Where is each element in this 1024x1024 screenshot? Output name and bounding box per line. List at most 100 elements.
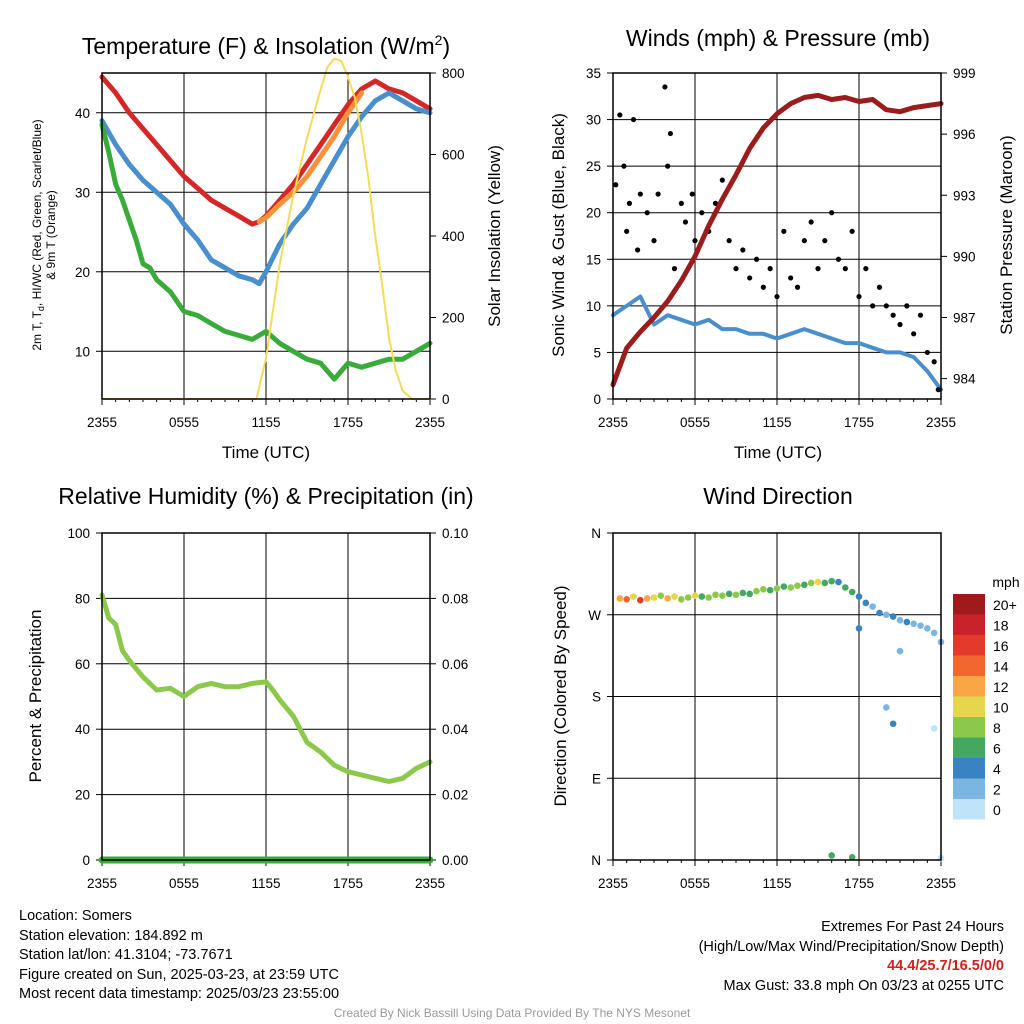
gust-point bbox=[682, 219, 689, 225]
extremes-header: Extremes For Past 24 Hours bbox=[821, 919, 1004, 935]
y-tick-label: 30 bbox=[586, 113, 601, 128]
colorbar-label: 4 bbox=[993, 761, 1001, 777]
x-tick-label: 2355 bbox=[87, 876, 117, 891]
gust-point bbox=[788, 275, 794, 281]
direction-point bbox=[883, 611, 890, 619]
direction-point bbox=[746, 590, 753, 598]
direction-point bbox=[842, 584, 849, 591]
x-tick-label: 2355 bbox=[415, 876, 445, 891]
direction-point bbox=[739, 589, 747, 597]
colorbar-label: 2 bbox=[993, 782, 1001, 798]
station-elevation: Station elevation: 184.892 m bbox=[19, 927, 203, 944]
direction-point bbox=[725, 590, 733, 598]
gust-point bbox=[897, 321, 903, 328]
direction-point bbox=[896, 647, 904, 655]
gust-point bbox=[801, 238, 807, 244]
humidity-panel-title: Relative Humidity (%) & Precipitation (i… bbox=[58, 483, 473, 509]
gust-point bbox=[613, 182, 619, 188]
direction-point bbox=[705, 594, 712, 601]
colorbar-swatch bbox=[953, 655, 985, 676]
y2-tick-label: 984 bbox=[953, 372, 976, 387]
gust-point bbox=[630, 116, 637, 123]
direction-point bbox=[643, 595, 651, 602]
gust-point bbox=[621, 163, 627, 169]
insolation-y-axis-label: Solar Insolation (Yellow) bbox=[485, 145, 504, 327]
direction-panel: Wind Direction Direction (Colored By Spe… bbox=[551, 483, 1020, 820]
colorbar-title: mph bbox=[992, 574, 1019, 590]
direction-point bbox=[821, 579, 829, 587]
gust-point bbox=[863, 266, 869, 272]
gust-point bbox=[719, 177, 725, 183]
y-tick-label: 20 bbox=[75, 788, 90, 803]
direction-point bbox=[787, 584, 794, 591]
direction-point bbox=[924, 625, 931, 632]
gust-point bbox=[876, 284, 883, 290]
gust-point bbox=[808, 219, 814, 225]
direction-point bbox=[664, 595, 671, 602]
y2-tick-label: 400 bbox=[442, 229, 465, 244]
gust-point bbox=[815, 266, 821, 272]
direction-point bbox=[753, 587, 760, 595]
y2-tick-label: 0.10 bbox=[442, 526, 468, 541]
y2-tick-label: 987 bbox=[953, 311, 976, 326]
gust-point bbox=[733, 266, 739, 272]
gust-point bbox=[726, 238, 732, 244]
temperature-x-axis-label: Time (UTC) bbox=[222, 443, 310, 462]
y-tick-label: 25 bbox=[586, 159, 601, 174]
gust-point bbox=[637, 191, 643, 197]
gust-point bbox=[935, 387, 941, 393]
extremes-info: Extremes For Past 24 Hours (High/Low/Max… bbox=[699, 918, 1004, 996]
y-tick-label: 20 bbox=[75, 265, 90, 280]
colorbar-swatch bbox=[953, 717, 985, 738]
x-tick-label: 2355 bbox=[598, 876, 628, 891]
direction-y-axis-label: Direction (Colored By Speed) bbox=[551, 585, 570, 806]
direction-point bbox=[848, 588, 856, 596]
direction-point bbox=[930, 629, 938, 637]
y-tick-label: 30 bbox=[75, 185, 90, 200]
colorbar-swatch bbox=[953, 614, 985, 635]
y2-tick-label: 0 bbox=[442, 392, 450, 407]
x-tick-label: 0555 bbox=[680, 876, 710, 891]
gust-point bbox=[740, 247, 746, 253]
direction-point bbox=[889, 613, 897, 620]
rh-axes: 2355 0555 1155 1755 2355 0 20 40 60 80 100 0.00 0.02… bbox=[67, 526, 468, 891]
gust-point bbox=[883, 303, 889, 309]
y-tick-label: 60 bbox=[75, 657, 90, 672]
direction-point bbox=[807, 579, 815, 587]
y2-tick-label: 999 bbox=[953, 66, 976, 81]
gust-point bbox=[651, 238, 657, 244]
direction-point bbox=[848, 853, 856, 861]
series-sonic-wind bbox=[611, 294, 943, 392]
colorbar-swatch bbox=[953, 799, 985, 820]
gust-point bbox=[753, 256, 760, 262]
direction-point bbox=[903, 618, 911, 626]
colorbar-swatch bbox=[953, 758, 985, 779]
y2-tick-label: 0.02 bbox=[442, 788, 468, 803]
gust-point bbox=[822, 238, 828, 244]
y2-tick-label: 0.06 bbox=[442, 657, 468, 672]
x-tick-label: 1755 bbox=[333, 876, 363, 891]
figure-created: Figure created on Sun, 2025-03-23, at 23… bbox=[19, 966, 339, 983]
direction-point bbox=[719, 592, 726, 599]
speed-colorbar: 20+ 18 16 14 12 10 8 6 4 2 0 bbox=[953, 594, 1017, 820]
y-tick-label: N bbox=[591, 526, 601, 541]
y-tick-label: S bbox=[592, 690, 601, 705]
direction-point bbox=[883, 704, 890, 711]
gust-point bbox=[635, 247, 641, 253]
x-tick-label: 1755 bbox=[333, 415, 363, 430]
gust-point bbox=[671, 266, 678, 272]
direction-point bbox=[678, 596, 685, 603]
direction-point bbox=[910, 620, 917, 628]
direction-point bbox=[828, 852, 835, 859]
y-tick-label: 20 bbox=[586, 206, 601, 221]
direction-point bbox=[766, 586, 774, 594]
gust-point bbox=[667, 130, 674, 137]
station-info: Location: Somers Station elevation: 184.… bbox=[19, 907, 339, 1005]
y2-tick-label: 200 bbox=[442, 311, 465, 326]
direction-point bbox=[732, 591, 740, 599]
wind-plot-border bbox=[612, 72, 942, 400]
colorbar-swatch bbox=[953, 737, 985, 758]
humidity-y-axis-label: Percent & Precipitation bbox=[26, 610, 45, 783]
gust-point bbox=[890, 312, 896, 318]
y2-tick-label: 0.04 bbox=[442, 722, 469, 737]
